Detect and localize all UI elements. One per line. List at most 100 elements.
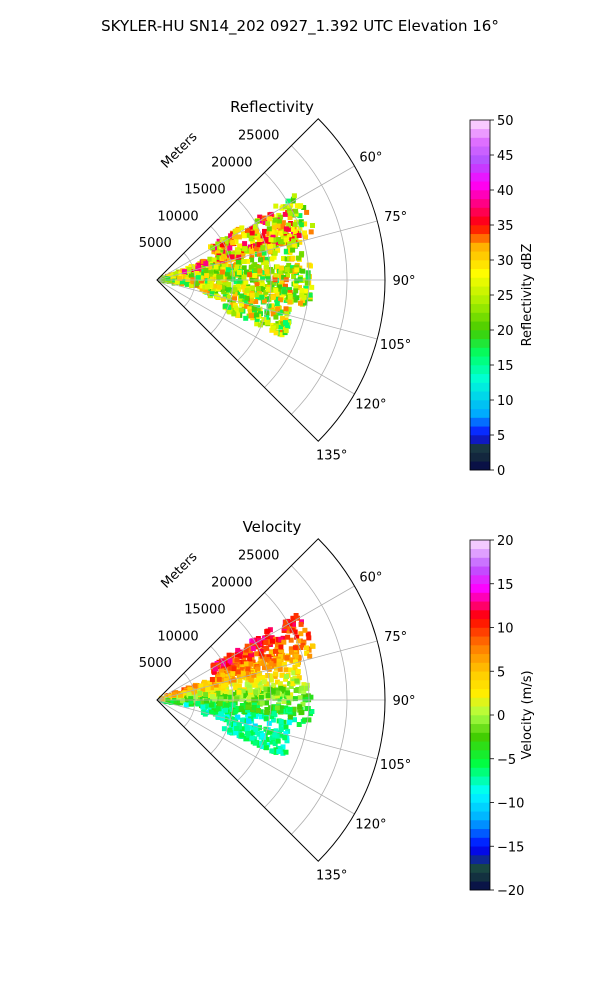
- echo-gate: [238, 693, 244, 699]
- echo-gate: [237, 243, 243, 249]
- echo-gate: [300, 298, 306, 304]
- echo-gate: [245, 731, 251, 736]
- echo-gate: [252, 740, 258, 746]
- echo-gate: [241, 284, 246, 290]
- echo-gate: [275, 247, 281, 253]
- echo-gate: [241, 693, 247, 699]
- echo-gate: [186, 692, 192, 698]
- echo-gate: [239, 293, 245, 299]
- echo-gate: [245, 666, 251, 672]
- echo-gate: [265, 628, 271, 634]
- colorbar-segment: [470, 566, 490, 576]
- echo-gate: [256, 264, 262, 270]
- echo-gate: [231, 666, 237, 672]
- echo-gate: [285, 690, 291, 696]
- echo-gate: [204, 273, 210, 279]
- echo-gate: [236, 270, 242, 275]
- colorbar-segment: [470, 688, 490, 698]
- echo-gate: [193, 694, 199, 699]
- echo-gate: [270, 325, 276, 331]
- echo-gate: [249, 296, 255, 302]
- echo-gate: [278, 705, 284, 711]
- echo-gate: [245, 258, 251, 264]
- echo-gate: [242, 241, 248, 247]
- echo-gate: [273, 687, 279, 693]
- echo-gate: [278, 644, 284, 650]
- echo-gate: [227, 257, 232, 263]
- echo-gate: [298, 203, 304, 209]
- echo-gate: [196, 262, 202, 268]
- echo-gate: [190, 279, 196, 285]
- echo-gate: [288, 692, 294, 698]
- echo-gate: [286, 695, 292, 700]
- echo-gate: [266, 231, 272, 237]
- echo-gate: [213, 268, 219, 274]
- echo-gate: [303, 645, 309, 651]
- echo-gate: [262, 220, 268, 225]
- echo-gate: [235, 647, 241, 653]
- colorbar-segment: [470, 391, 490, 401]
- echo-gate: [309, 709, 315, 714]
- echo-gate: [278, 214, 284, 220]
- echo-gate: [262, 665, 267, 671]
- echo-gate: [252, 262, 258, 268]
- echo-gate: [269, 303, 275, 309]
- echo-gate: [253, 637, 259, 643]
- echo-gate: [179, 697, 185, 703]
- echo-gate: [261, 250, 267, 256]
- echo-gate: [207, 706, 213, 712]
- echo-gate: [254, 316, 260, 322]
- echo-gate: [265, 693, 271, 699]
- echo-gate: [232, 291, 238, 297]
- figure-suptitle: SKYLER-HU SN14_202 0927_1.392 UTC Elevat…: [101, 17, 499, 36]
- echo-gate: [197, 690, 203, 696]
- echo-gate: [228, 233, 234, 239]
- echo-gate: [270, 717, 276, 723]
- echo-gate: [192, 683, 198, 689]
- azimuth-tick-label: 135°: [316, 449, 347, 464]
- echo-gate: [286, 222, 292, 228]
- colorbar-segment: [470, 400, 490, 410]
- colorbar-segment: [470, 610, 490, 620]
- echo-gate: [291, 622, 296, 628]
- echo-gate: [253, 278, 259, 284]
- echo-gate: [259, 294, 265, 300]
- echo-gate: [243, 700, 249, 705]
- echo-gate: [178, 692, 183, 698]
- echo-gate: [291, 670, 297, 676]
- radar-echo-field: [158, 613, 316, 756]
- echo-gate: [261, 298, 267, 304]
- echo-gate: [304, 685, 310, 691]
- echo-gate: [291, 238, 296, 244]
- echo-gate: [256, 731, 262, 737]
- colorbar-label: Reflectivity dBZ: [520, 244, 535, 347]
- echo-gate: [293, 688, 299, 693]
- echo-gate: [232, 302, 238, 308]
- colorbar-segment: [470, 338, 490, 348]
- echo-gate: [232, 691, 238, 697]
- colorbar-segment: [470, 155, 490, 165]
- echo-gate: [247, 272, 253, 278]
- echo-gate: [203, 268, 209, 273]
- echo-gate: [198, 700, 204, 706]
- colorbar-segment: [470, 233, 490, 243]
- colorbar-segment: [470, 837, 490, 847]
- echo-gate: [254, 282, 260, 288]
- echo-gate: [298, 688, 303, 694]
- range-tick-label: 15000: [184, 182, 225, 197]
- echo-gate: [281, 274, 287, 280]
- echo-gate: [193, 281, 199, 287]
- echo-gate: [274, 291, 280, 297]
- echo-gate: [287, 211, 293, 216]
- echo-gate: [210, 694, 215, 700]
- echo-gate: [237, 653, 243, 659]
- colorbar-segment: [470, 408, 490, 418]
- echo-gate: [260, 275, 266, 281]
- echo-gate: [267, 687, 273, 693]
- echo-gate: [238, 307, 244, 313]
- echo-gate: [283, 724, 289, 730]
- echo-gate: [171, 692, 177, 698]
- echo-gate: [216, 258, 222, 264]
- echo-gate: [220, 238, 226, 244]
- echo-gate: [213, 711, 219, 717]
